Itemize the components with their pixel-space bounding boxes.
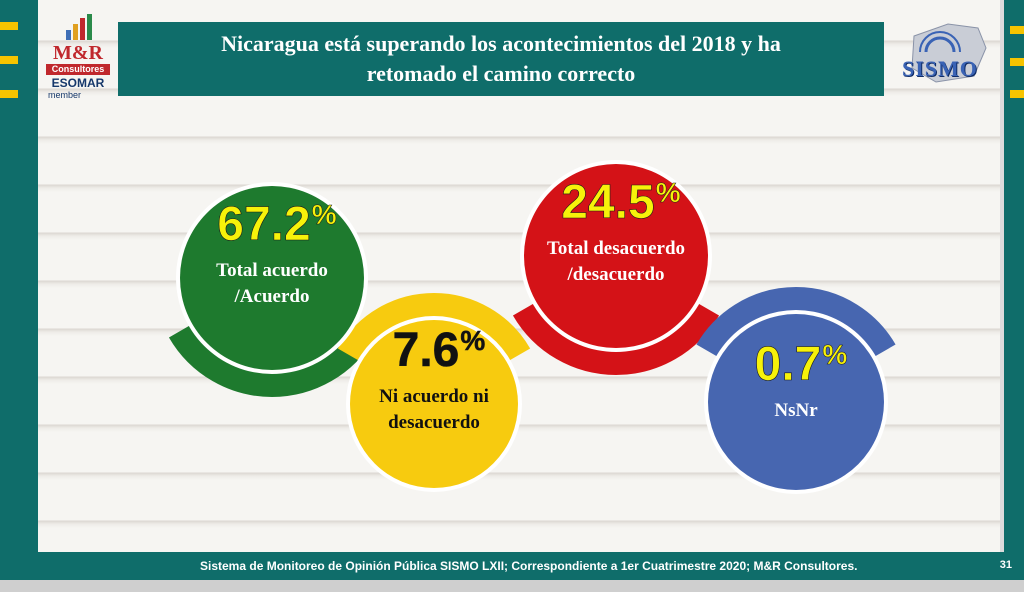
bar-tick — [1010, 58, 1024, 66]
value-labels: 67.2 % Total acuerdo/Acuerdo 7.6 % Ni acuerdo… — [216, 176, 847, 433]
right-side-bar — [1004, 0, 1024, 592]
footer-bar: Sistema de Monitoreo de Opinión Pública … — [0, 552, 1024, 580]
bar-tick — [0, 90, 18, 98]
bar-tick — [0, 56, 18, 64]
label-acuerdo: /Acuerdo — [234, 286, 310, 307]
sismo-wordmark: SISMO — [902, 56, 978, 81]
member-label: member — [48, 90, 82, 100]
bar-tick — [1010, 26, 1024, 34]
circle-desacuerdo — [524, 164, 708, 348]
arc-nsnr — [696, 287, 896, 358]
right-divider — [1000, 0, 1004, 592]
bar-tick — [1010, 90, 1024, 98]
logo-subtitle: Consultores — [46, 64, 110, 75]
circle-acuerdo — [180, 186, 364, 370]
esomar-label: ESOMAR — [51, 76, 105, 90]
label-acuerdo: Total acuerdo — [216, 260, 328, 281]
map-icon — [911, 23, 987, 83]
value-circles — [176, 160, 888, 494]
sismo-logo: SISMO — [896, 18, 992, 92]
bar-tick — [0, 22, 18, 30]
logo-name: M&R — [53, 42, 103, 64]
value-nsnr: 0.7 — [755, 338, 822, 391]
label-desacuerdo: Total desacuerdo — [547, 238, 685, 259]
bottom-strip — [0, 580, 1024, 592]
percent-sign-desacuerdo: % — [656, 177, 681, 208]
page-number: 31 — [999, 559, 1012, 571]
footer-source: Sistema de Monitoreo de Opinión Pública … — [200, 559, 858, 573]
arc-neutral — [337, 293, 531, 362]
percent-sign-neutral: % — [460, 325, 485, 356]
label-nsnr: NsNr — [774, 400, 818, 421]
value-acuerdo: 67.2 — [217, 198, 310, 251]
label-desacuerdo: /desacuerdo — [566, 264, 664, 285]
mr-consultores-logo: M&R Consultores ESOMAR member — [42, 10, 114, 100]
slide-title: Nicaragua está superando los acontecimie… — [118, 22, 884, 96]
left-side-bar — [0, 0, 38, 592]
label-neutral: desacuerdo — [388, 412, 480, 433]
value-neutral: 7.6 — [393, 324, 460, 377]
circle-neutral — [350, 320, 518, 488]
percent-sign-acuerdo: % — [312, 199, 337, 230]
arc-acuerdo — [168, 324, 376, 397]
circle-nsnr — [708, 314, 884, 490]
percent-sign-nsnr: % — [822, 339, 847, 370]
slide-title-text: Nicaragua está superando los acontecimie… — [221, 31, 781, 86]
connector-arcs — [168, 287, 896, 397]
arc-desacuerdo — [512, 302, 720, 375]
value-desacuerdo: 24.5 — [561, 176, 654, 229]
bar-chart-icon — [66, 14, 92, 40]
label-neutral: Ni acuerdo ni — [379, 386, 489, 407]
